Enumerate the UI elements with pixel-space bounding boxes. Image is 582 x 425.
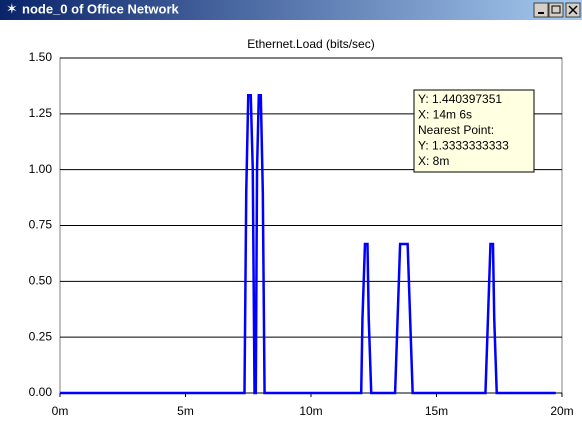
tooltip-line: Y: 1.440397351 xyxy=(418,92,502,106)
data-line xyxy=(60,94,556,395)
window-title: node_0 of Office Network xyxy=(22,1,180,16)
x-tick-label: 10m xyxy=(299,404,322,418)
tooltip-line: X: 8m xyxy=(418,154,449,168)
maximize-button[interactable] xyxy=(548,2,564,18)
x-tick-label: 0m xyxy=(52,404,69,418)
minimize-button[interactable] xyxy=(533,2,549,18)
y-tick-label: 0.50 xyxy=(29,274,53,288)
tooltip-box xyxy=(413,89,535,173)
window-buttons xyxy=(533,2,581,18)
x-tick-label: 5m xyxy=(177,404,194,418)
tooltip-line: X: 14m 6s xyxy=(418,108,472,122)
tooltip-line: Nearest Point: xyxy=(418,123,494,137)
y-tick-label: 0.75 xyxy=(29,218,53,232)
tooltip-line: Y: 1.3333333333 xyxy=(418,139,509,153)
x-tick-label: 15m xyxy=(425,404,448,418)
title-bar xyxy=(0,0,582,20)
chart-title: Ethernet.Load (bits/sec) xyxy=(247,37,374,51)
y-tick-label: 0.00 xyxy=(29,385,53,399)
x-tick-label: 20m xyxy=(550,404,573,418)
y-tick-label: 1.25 xyxy=(29,106,53,120)
window-icon: ✶ xyxy=(6,1,18,17)
y-tick-label: 1.00 xyxy=(29,162,53,176)
y-tick-label: 1.50 xyxy=(29,50,53,64)
y-tick-label: 0.25 xyxy=(29,329,53,343)
